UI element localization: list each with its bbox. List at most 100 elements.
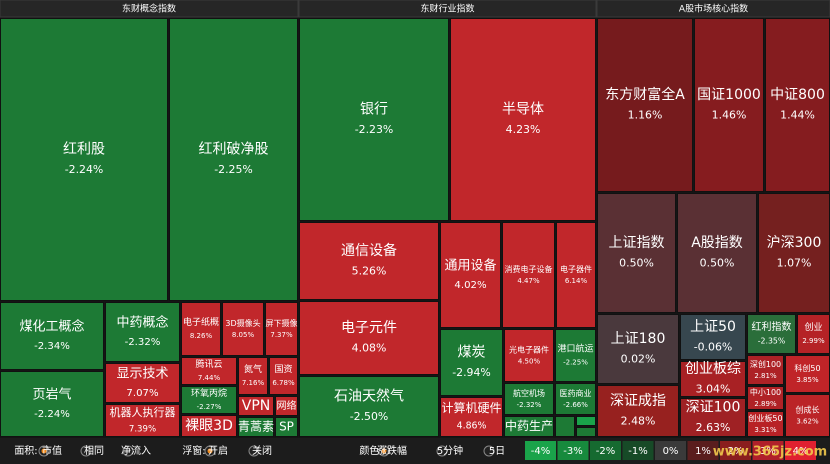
legend-swatch — [557, 441, 589, 460]
radio-label[interactable]: 开启 — [208, 444, 228, 457]
tile[interactable] — [0, 18, 168, 301]
tile[interactable] — [238, 417, 274, 437]
tile-change: -2.32% — [517, 401, 542, 409]
tile-change: 7.37% — [270, 331, 293, 339]
radio[interactable] — [483, 445, 495, 457]
tile[interactable] — [504, 416, 554, 437]
tile-name: 创业板50 — [748, 413, 782, 423]
tile-change: -2.25% — [214, 163, 253, 176]
radio-dot — [381, 448, 387, 454]
tile[interactable] — [0, 302, 104, 370]
tile[interactable] — [677, 193, 757, 313]
tile[interactable] — [181, 302, 221, 356]
radio-label[interactable]: 关闭 — [252, 444, 272, 457]
tile-name: 国证1000 — [697, 87, 761, 103]
tile[interactable] — [597, 193, 676, 313]
tile[interactable] — [747, 355, 784, 385]
tile[interactable] — [440, 222, 501, 328]
tile[interactable] — [105, 302, 180, 362]
radio-label[interactable]: 涨跌幅 — [377, 444, 407, 457]
panel-header — [298, 0, 597, 18]
tile[interactable] — [181, 415, 237, 437]
tile[interactable] — [181, 386, 237, 414]
legend-label: -1% — [628, 446, 647, 457]
tile-change: 5.26% — [352, 265, 387, 278]
tile[interactable] — [0, 371, 104, 437]
panel-title: 东财概念指数 — [122, 3, 176, 15]
tile[interactable] — [238, 396, 274, 416]
radio-label[interactable]: 净流入 — [121, 444, 151, 457]
tile[interactable] — [504, 329, 554, 382]
tile[interactable] — [275, 417, 298, 437]
tile[interactable] — [765, 18, 830, 192]
tile[interactable] — [694, 18, 764, 192]
tile-change: 0.02% — [621, 353, 656, 366]
radio-label[interactable]: 5日 — [489, 446, 505, 457]
tile[interactable] — [169, 18, 298, 301]
tile-name: 煤化工概念 — [19, 318, 84, 334]
tile-name: 红利股 — [63, 142, 105, 158]
tile-name: 国资 — [274, 364, 292, 375]
tile — [576, 416, 596, 426]
legend-swatch — [785, 441, 816, 460]
tile-name: 电子元件 — [341, 320, 397, 336]
tile[interactable] — [555, 383, 596, 415]
legend-swatch — [525, 441, 556, 460]
tile-name: 青蒿素 — [238, 420, 274, 434]
radio[interactable] — [248, 445, 260, 457]
tile[interactable] — [680, 314, 746, 360]
tile[interactable] — [680, 398, 746, 437]
tile-change: -2.25% — [563, 357, 588, 366]
tile[interactable] — [502, 222, 555, 328]
radio-label[interactable]: 相同 — [84, 444, 104, 457]
radio-dot — [41, 448, 47, 454]
tile[interactable] — [299, 376, 439, 437]
tile-name: 沪深300 — [767, 235, 822, 251]
tile[interactable] — [758, 193, 830, 313]
tile[interactable] — [680, 361, 746, 397]
tile[interactable] — [238, 357, 268, 395]
tile[interactable] — [747, 386, 784, 410]
tile[interactable] — [181, 357, 237, 385]
tile[interactable] — [556, 222, 596, 328]
tile[interactable] — [269, 357, 298, 395]
tile[interactable] — [275, 396, 298, 416]
tile-change: 4.02% — [454, 280, 487, 291]
tile[interactable] — [504, 383, 554, 415]
tile[interactable] — [265, 302, 298, 356]
tile[interactable] — [597, 385, 679, 437]
tile[interactable] — [299, 222, 439, 300]
tile[interactable] — [785, 394, 830, 437]
tile[interactable] — [747, 411, 784, 437]
tile[interactable] — [105, 404, 180, 437]
radio-label[interactable]: 市值 — [42, 444, 62, 457]
radio-label[interactable]: 5分钟 — [437, 444, 463, 457]
tile-name: 通信设备 — [341, 242, 397, 259]
tile[interactable] — [597, 314, 679, 384]
tile[interactable] — [299, 18, 449, 221]
tile-name: 红利破净股 — [199, 142, 269, 158]
tile[interactable] — [105, 363, 180, 403]
radio[interactable] — [80, 445, 92, 457]
tile-name: 红利指数 — [752, 320, 792, 333]
radio[interactable] — [436, 445, 448, 457]
tile[interactable] — [797, 314, 830, 354]
tile[interactable] — [299, 301, 439, 375]
tile[interactable] — [222, 302, 264, 356]
tile-change: 7.44% — [198, 373, 221, 382]
tile-change: -0.06% — [694, 341, 733, 354]
tile[interactable] — [747, 314, 796, 354]
panel-header — [596, 0, 830, 18]
radio[interactable] — [122, 445, 134, 457]
tile-name: 创业板综 — [685, 361, 741, 377]
tile-name: 创成长 — [796, 404, 820, 414]
tile[interactable] — [450, 18, 596, 221]
tile[interactable] — [555, 329, 596, 382]
watermark: www.365jz.com — [713, 445, 827, 460]
legend-label: 3% — [760, 446, 776, 457]
tile[interactable] — [440, 397, 503, 437]
tile[interactable] — [597, 18, 693, 192]
tile[interactable] — [785, 355, 830, 393]
tile-change: 6.14% — [565, 277, 588, 285]
tile[interactable] — [440, 329, 503, 396]
